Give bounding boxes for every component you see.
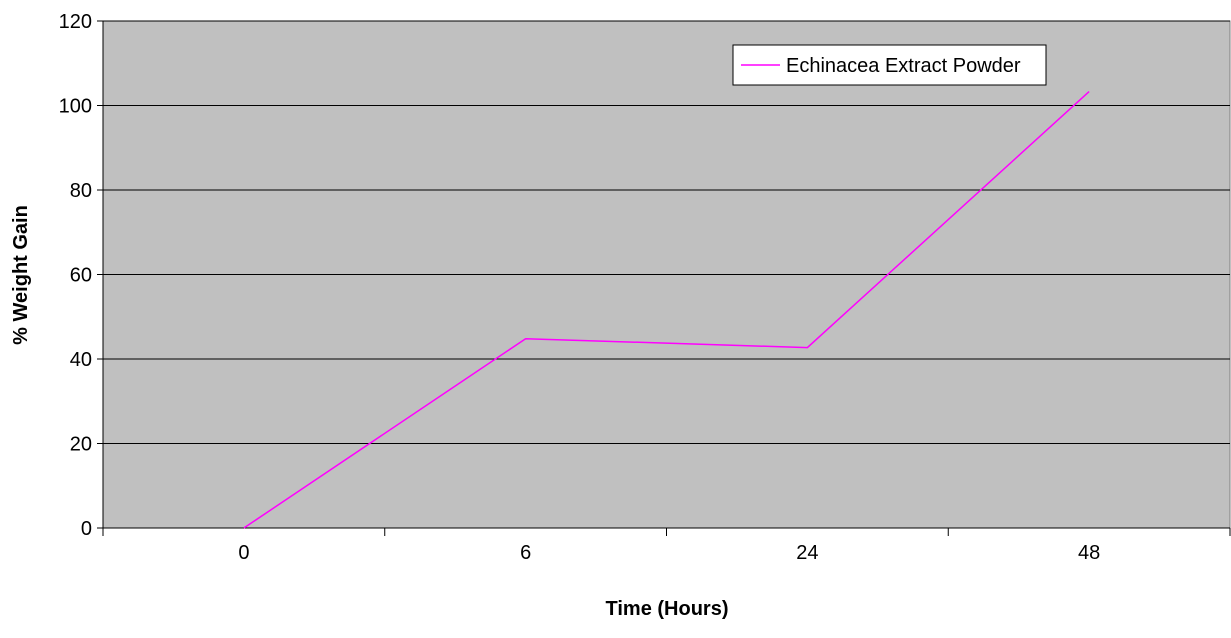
y-axis-title: % Weight Gain	[10, 205, 32, 345]
y-tick-label-100: 100	[59, 96, 92, 118]
y-tick-label-60: 60	[70, 265, 92, 287]
y-tick-label-80: 80	[70, 180, 92, 202]
x-tick-label-0: 0	[238, 542, 249, 564]
legend-label-echinacea: Echinacea Extract Powder	[786, 55, 1021, 77]
y-tick-label-0: 0	[81, 518, 92, 540]
legend: Echinacea Extract Powder	[733, 45, 1046, 85]
y-tick-label-40: 40	[70, 349, 92, 371]
x-tick-label-6: 6	[520, 542, 531, 564]
y-tick-label-20: 20	[70, 434, 92, 456]
x-tick-label-48: 48	[1078, 542, 1100, 564]
y-tick-label-120: 120	[59, 11, 92, 33]
x-axis-title: Time (Hours)	[606, 598, 729, 620]
x-tick-label-24: 24	[796, 542, 818, 564]
